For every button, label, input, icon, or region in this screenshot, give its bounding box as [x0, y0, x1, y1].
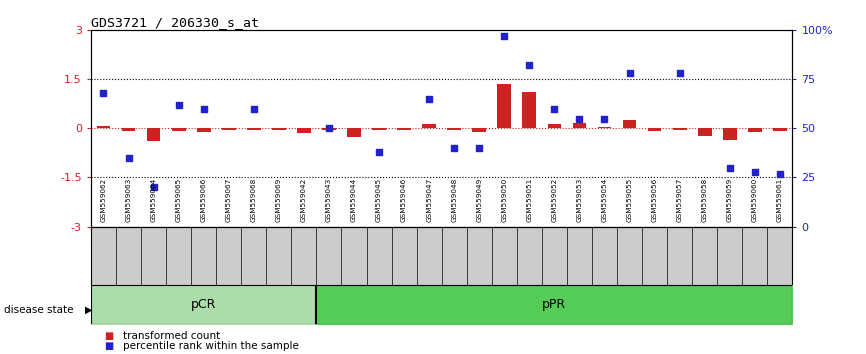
Bar	[121, 128, 135, 131]
Bar	[347, 128, 361, 137]
Text: pPR: pPR	[542, 298, 566, 311]
Bar	[97, 126, 110, 128]
Point	[547, 106, 561, 112]
Point	[522, 63, 536, 68]
Text: ■: ■	[104, 331, 113, 341]
Point	[497, 33, 511, 39]
Bar	[423, 124, 436, 128]
Bar	[547, 124, 561, 128]
Text: pCR: pCR	[191, 298, 216, 311]
Bar	[572, 123, 586, 128]
Point	[472, 145, 486, 151]
Bar	[397, 128, 411, 130]
Bar	[472, 128, 486, 132]
Point	[197, 106, 210, 112]
Point	[372, 149, 386, 155]
Bar	[247, 128, 261, 130]
Bar	[723, 128, 737, 140]
Bar	[598, 127, 611, 128]
Text: ▶: ▶	[85, 305, 93, 315]
Point	[723, 165, 737, 171]
Point	[423, 96, 436, 102]
Bar	[222, 128, 236, 130]
Bar	[773, 128, 786, 131]
Bar	[448, 128, 461, 130]
Bar	[372, 128, 386, 130]
Bar	[648, 128, 662, 131]
Point	[623, 70, 637, 76]
Point	[121, 155, 135, 161]
Bar	[322, 128, 336, 130]
Point	[322, 125, 336, 131]
Point	[572, 116, 586, 121]
Point	[247, 106, 261, 112]
Text: disease state: disease state	[4, 305, 74, 315]
Text: ■: ■	[104, 341, 113, 351]
Bar	[673, 128, 687, 130]
Bar	[522, 92, 536, 128]
Bar	[748, 128, 762, 132]
Bar	[146, 128, 160, 141]
Point	[447, 145, 461, 151]
Bar	[497, 84, 511, 128]
Bar	[623, 120, 637, 128]
Text: transformed count: transformed count	[123, 331, 220, 341]
Point	[171, 102, 185, 108]
Point	[673, 70, 687, 76]
Bar	[698, 128, 712, 136]
Text: percentile rank within the sample: percentile rank within the sample	[123, 341, 299, 351]
Point	[96, 90, 110, 96]
Point	[773, 171, 787, 176]
Text: GDS3721 / 206330_s_at: GDS3721 / 206330_s_at	[91, 16, 259, 29]
Point	[146, 184, 160, 190]
Bar	[197, 128, 210, 132]
Bar	[297, 128, 311, 133]
Point	[748, 169, 762, 175]
Bar	[171, 128, 185, 131]
Point	[598, 116, 611, 121]
Bar	[272, 128, 286, 130]
